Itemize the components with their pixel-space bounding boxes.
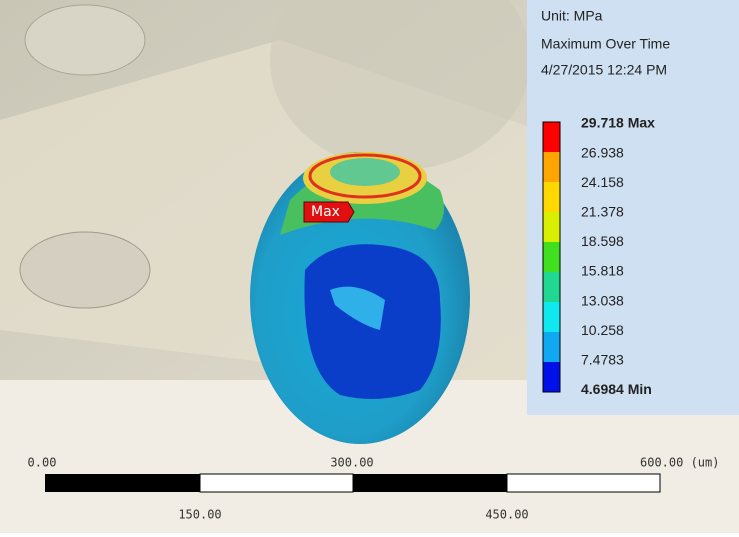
scale-bar xyxy=(45,474,660,492)
scale-label: 450.00 xyxy=(485,508,528,522)
color-band xyxy=(543,362,560,392)
legend-entry: 15.818 xyxy=(581,263,624,279)
color-band xyxy=(543,242,560,272)
hole xyxy=(20,232,150,308)
hole xyxy=(25,5,145,75)
scale-label: 0.00 xyxy=(28,456,57,470)
color-band xyxy=(543,182,560,212)
scale-segment xyxy=(353,474,507,492)
legend-unit: Unit: MPa xyxy=(541,8,603,24)
color-band xyxy=(543,332,560,362)
scale-segment xyxy=(45,474,200,492)
color-band xyxy=(543,122,560,152)
legend-date: 4/27/2015 12:24 PM xyxy=(541,62,667,78)
color-bar xyxy=(543,122,560,392)
color-band xyxy=(543,272,560,302)
color-band xyxy=(543,152,560,182)
legend-entry: 21.378 xyxy=(581,204,624,220)
scale-segment xyxy=(200,474,353,492)
scale-label: 600.00 (um) xyxy=(640,456,719,470)
color-band xyxy=(543,302,560,332)
legend-entry: 4.6984 Min xyxy=(581,381,652,397)
scale-segment xyxy=(507,474,660,492)
probe: Max xyxy=(304,202,354,222)
legend-title: Maximum Over Time xyxy=(541,36,670,52)
scale-label: 150.00 xyxy=(178,508,221,522)
legend-entry: 26.938 xyxy=(581,144,624,160)
legend-entry: 29.718 Max xyxy=(581,115,655,131)
legend-entry: 13.038 xyxy=(581,292,624,308)
legend-entry: 7.4783 xyxy=(581,352,624,368)
legend-entry: 18.598 xyxy=(581,233,624,249)
page: Max Unit: MPa Maximum Over Time 4/27/201… xyxy=(0,0,739,537)
color-band xyxy=(543,212,560,242)
viewport: Max Unit: MPa Maximum Over Time 4/27/201… xyxy=(0,0,739,533)
model-band xyxy=(330,158,400,186)
probe-label: Max xyxy=(311,204,340,220)
legend-entry: 10.258 xyxy=(581,322,624,338)
legend-entry: 24.158 xyxy=(581,174,624,190)
scale-label: 300.00 xyxy=(330,456,373,470)
